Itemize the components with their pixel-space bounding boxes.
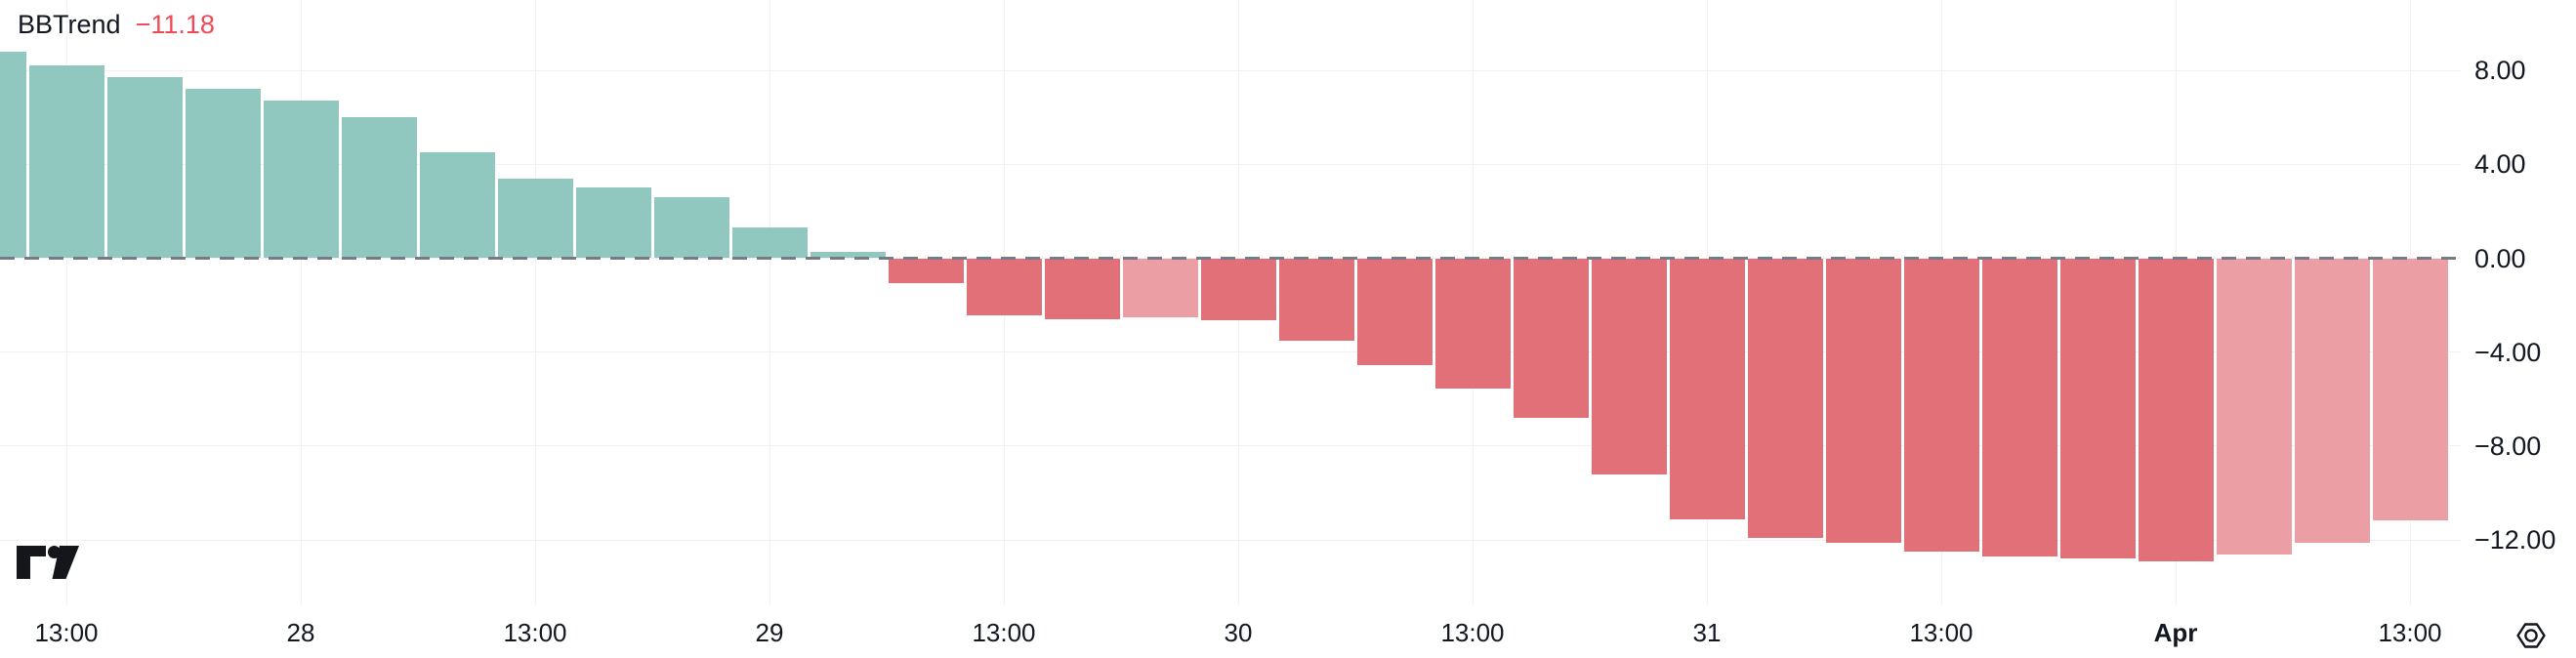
histogram-bar xyxy=(185,89,261,259)
price-axis[interactable] xyxy=(2451,0,2576,605)
x-axis-label: 13:00 xyxy=(972,618,1036,647)
y-axis-label: −8.00 xyxy=(2474,431,2542,461)
logo-shape-dot xyxy=(48,546,61,558)
y-axis-label: −4.00 xyxy=(2474,337,2542,367)
histogram-bar xyxy=(28,65,104,259)
grid-line-horizontal xyxy=(0,69,2461,71)
tradingview-logo-icon[interactable] xyxy=(17,545,79,585)
grid-line-horizontal xyxy=(0,163,2461,165)
histogram-bar xyxy=(653,196,729,259)
grid-line-vertical xyxy=(65,0,67,605)
indicator-legend[interactable]: BBTrend −11.18 xyxy=(18,8,215,41)
grid-line-vertical xyxy=(769,0,770,605)
x-axis-label: Apr xyxy=(2153,618,2198,647)
gear-icon[interactable] xyxy=(2514,620,2549,656)
histogram-bar xyxy=(1278,258,1354,341)
y-axis-label: −12.00 xyxy=(2474,525,2556,555)
x-axis-label: 29 xyxy=(755,618,784,647)
histogram-bar xyxy=(1591,258,1667,474)
x-axis-label: 30 xyxy=(1224,618,1253,647)
histogram-bar xyxy=(575,187,651,259)
histogram-bar xyxy=(497,178,573,259)
x-axis-label: 13:00 xyxy=(1909,618,1974,647)
grid-line-horizontal xyxy=(0,445,2461,447)
histogram-bar xyxy=(263,101,339,259)
x-axis-label: 31 xyxy=(1692,618,1722,647)
histogram-bar xyxy=(1669,258,1745,519)
histogram-bar xyxy=(106,77,183,259)
histogram-bar xyxy=(341,117,417,259)
histogram-bar xyxy=(731,227,808,259)
histogram-bar xyxy=(1356,258,1433,365)
histogram-bar xyxy=(810,252,886,259)
y-axis-label: 4.00 xyxy=(2474,149,2526,180)
histogram-bar xyxy=(2059,258,2136,559)
x-axis-label: 13:00 xyxy=(34,618,99,647)
x-axis-label: 28 xyxy=(286,618,315,647)
grid-line-horizontal xyxy=(0,539,2461,541)
histogram-bar xyxy=(1825,258,1901,543)
y-axis-label: 0.00 xyxy=(2474,243,2526,273)
histogram-bar xyxy=(2216,258,2292,555)
indicator-value: −11.18 xyxy=(135,10,215,39)
x-axis-label: 13:00 xyxy=(503,618,567,647)
histogram-bar xyxy=(419,152,495,259)
grid-line-vertical xyxy=(300,0,302,605)
histogram-bar xyxy=(1903,258,1979,553)
histogram-bar xyxy=(2138,258,2214,561)
histogram-bar xyxy=(1513,258,1589,419)
grid-line-vertical xyxy=(534,0,536,605)
histogram-bar xyxy=(888,258,964,283)
histogram-bar xyxy=(1122,258,1198,317)
histogram-bar xyxy=(2372,258,2448,521)
histogram-bar xyxy=(0,51,26,259)
x-axis-label: 13:00 xyxy=(2378,618,2442,647)
indicator-title: BBTrend xyxy=(18,10,121,39)
histogram-bar xyxy=(2294,258,2370,543)
histogram-bar xyxy=(1434,258,1511,390)
histogram-bar xyxy=(1747,258,1823,538)
logo-shape-one xyxy=(17,546,46,579)
grid-line-horizontal xyxy=(0,351,2461,353)
histogram-bar xyxy=(1044,258,1120,320)
y-axis-label: 8.00 xyxy=(2474,56,2526,86)
logo-shape-seven xyxy=(52,546,79,579)
zero-line xyxy=(0,257,2457,260)
histogram-bar xyxy=(1981,258,2057,557)
histogram-bar xyxy=(966,258,1042,316)
x-axis-label: 13:00 xyxy=(1440,618,1505,647)
histogram-bar xyxy=(1200,258,1276,321)
